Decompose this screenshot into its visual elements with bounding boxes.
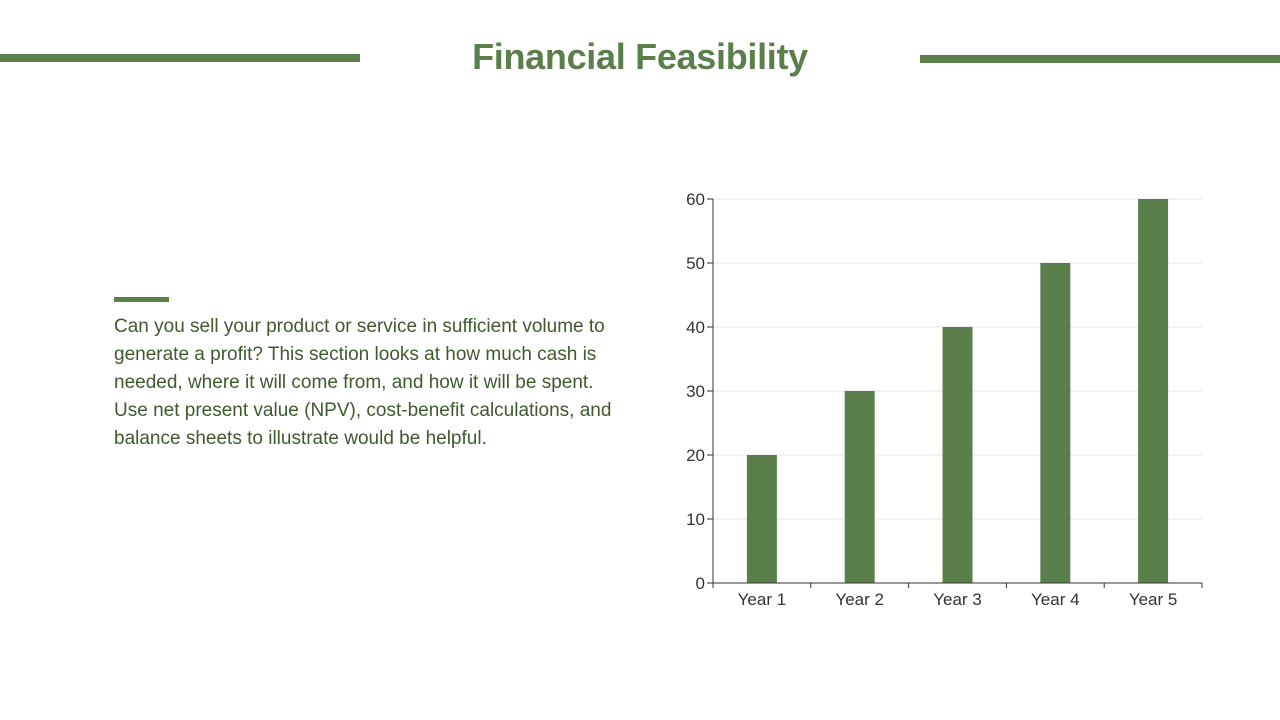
y-tick-label: 40 — [686, 318, 705, 337]
title-rule-left — [0, 54, 360, 62]
y-tick-label: 20 — [686, 446, 705, 465]
y-tick-label: 30 — [686, 382, 705, 401]
bar — [1040, 263, 1071, 583]
chart-y-tick-labels: 0 10 20 30 40 50 60 — [686, 190, 705, 593]
x-tick-label: Year 3 — [933, 590, 982, 609]
text-accent-bar — [114, 297, 169, 302]
body-paragraph: Can you sell your product or service in … — [114, 316, 612, 449]
chart-axes — [707, 198, 1203, 588]
x-tick-label: Year 2 — [835, 590, 884, 609]
bar — [844, 391, 875, 583]
y-tick-label: 0 — [696, 574, 705, 593]
slide-title: Financial Feasibility — [472, 36, 808, 77]
bar — [1138, 199, 1169, 583]
x-tick-label: Year 1 — [738, 590, 787, 609]
x-tick-label: Year 5 — [1129, 590, 1178, 609]
y-tick-label: 50 — [686, 254, 705, 273]
title-rule-right — [920, 55, 1280, 63]
chart-bars — [746, 199, 1169, 583]
y-tick-label: 10 — [686, 510, 705, 529]
y-tick-label: 60 — [686, 190, 705, 209]
bar — [746, 455, 777, 583]
chart-x-tick-labels: Year 1 Year 2 Year 3 Year 4 Year 5 — [738, 590, 1178, 609]
x-tick-label: Year 4 — [1031, 590, 1080, 609]
bar — [942, 327, 973, 583]
